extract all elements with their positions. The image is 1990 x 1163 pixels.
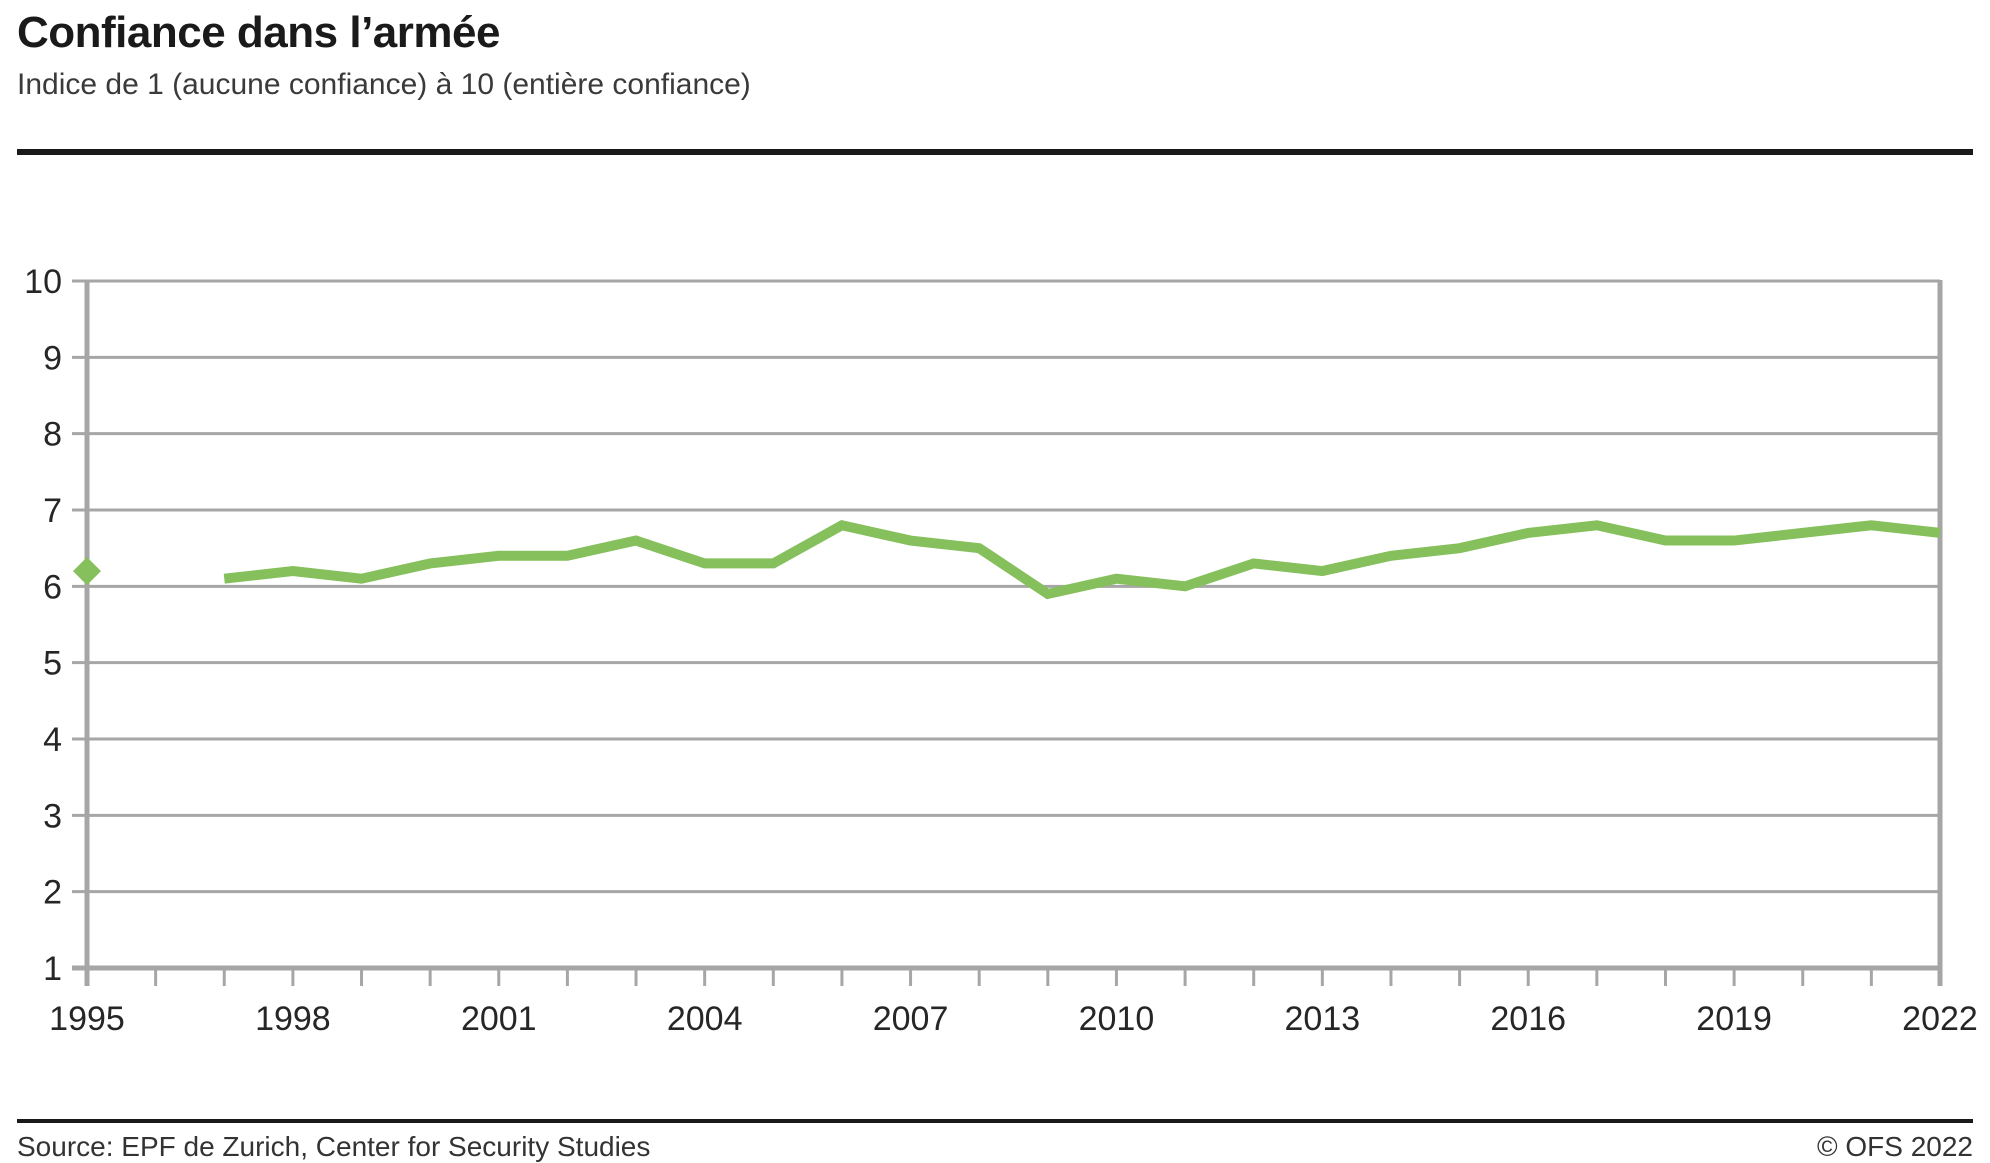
x-tick-label: 1998 [255,1000,331,1038]
x-tick-label: 2010 [1079,1000,1155,1038]
header-divider [17,149,1973,155]
page-subtitle: Indice de 1 (aucune confiance) à 10 (ent… [17,68,751,101]
diamond-marker [73,557,101,586]
y-tick-label: 5 [43,645,62,683]
x-tick-label: 2016 [1490,1000,1566,1038]
y-tick-label: 6 [43,568,62,606]
x-tick-label: 2004 [667,1000,743,1038]
y-tick-label: 7 [43,492,62,530]
x-tick-label: 2013 [1285,1000,1361,1038]
x-tick-label: 2007 [873,1000,949,1038]
y-tick-label: 8 [43,416,62,454]
y-tick-label: 10 [24,263,62,301]
y-tick-label: 3 [43,797,62,835]
copyright-note: © OFS 2022 [1816,1131,1973,1162]
source-note: Source: EPF de Zurich, Center for Securi… [17,1131,651,1162]
y-tick-label: 1 [43,950,62,988]
x-tick-label: 2019 [1696,1000,1772,1038]
series-line [223,519,1941,600]
y-tick-label: 4 [43,721,62,759]
footer-divider [17,1119,1973,1123]
x-tick-label: 1995 [49,1000,125,1038]
y-tick-label: 2 [43,874,62,912]
y-tick-label: 9 [43,339,62,377]
x-tick-label: 2001 [461,1000,537,1038]
page-title: Confiance dans l’armée [17,8,500,57]
x-tick-label: 2022 [1902,1000,1978,1038]
